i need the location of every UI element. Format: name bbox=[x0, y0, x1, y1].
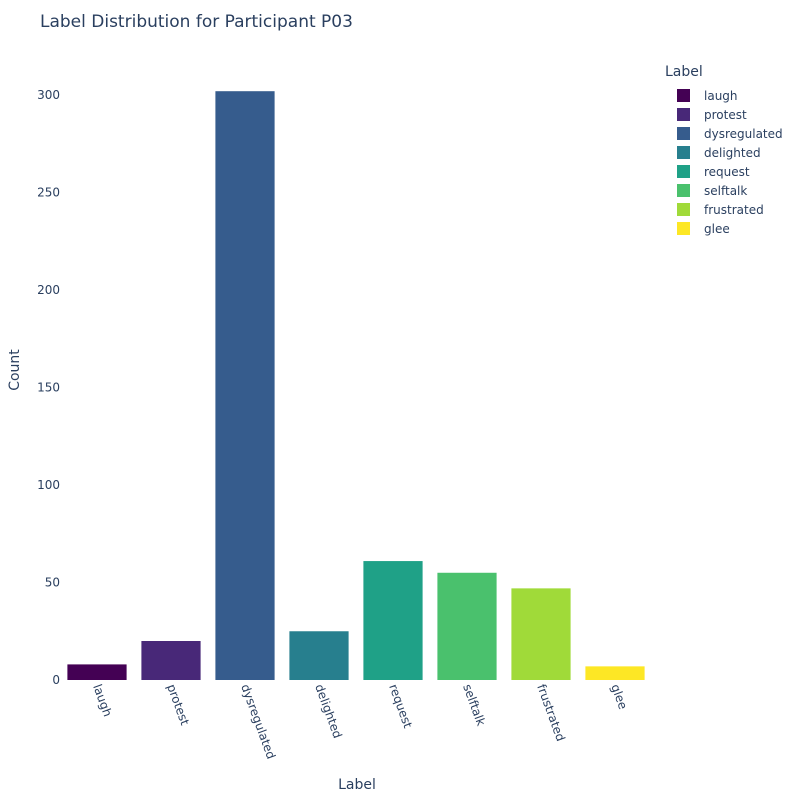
x-tick-label: selftalk bbox=[460, 682, 488, 728]
x-axis-title: Label bbox=[338, 777, 376, 793]
legend-swatch bbox=[677, 127, 690, 140]
legend-item[interactable]: laugh bbox=[665, 86, 783, 105]
legend-label: delighted bbox=[704, 145, 761, 160]
legend-swatch bbox=[677, 222, 690, 235]
bar-frustrated[interactable] bbox=[511, 588, 571, 680]
legend: Label laugh protest dysregulated delighted r… bbox=[665, 64, 783, 238]
bar-protest[interactable] bbox=[141, 641, 201, 680]
y-axis-ticks: 0 50 100 150 200 250 300 bbox=[37, 88, 60, 687]
legend-swatch bbox=[677, 165, 690, 178]
x-tick-label: frustrated bbox=[534, 682, 568, 743]
y-tick-label: 250 bbox=[37, 186, 60, 200]
bar-selftalk[interactable] bbox=[437, 572, 497, 680]
legend-item[interactable]: glee bbox=[665, 219, 783, 238]
legend-swatch bbox=[677, 184, 690, 197]
chart-title: Label Distribution for Participant P03 bbox=[40, 12, 353, 32]
legend-label: request bbox=[704, 164, 750, 179]
y-tick-label: 50 bbox=[45, 576, 60, 590]
bars bbox=[67, 91, 645, 681]
y-tick-label: 0 bbox=[52, 673, 60, 687]
legend-item[interactable]: dysregulated bbox=[665, 124, 783, 143]
y-tick-label: 300 bbox=[37, 88, 60, 102]
bar-dysregulated[interactable] bbox=[215, 91, 275, 681]
x-tick-label: request bbox=[386, 682, 415, 730]
bar-request[interactable] bbox=[363, 561, 423, 680]
legend-swatch bbox=[677, 89, 690, 102]
legend-label: glee bbox=[704, 221, 730, 236]
legend-label: selftalk bbox=[704, 183, 748, 198]
y-tick-label: 200 bbox=[37, 283, 60, 297]
legend-items: laugh protest dysregulated delighted request… bbox=[665, 86, 783, 238]
x-tick-label: dysregulated bbox=[238, 682, 278, 761]
y-axis-title: Count bbox=[7, 349, 23, 391]
y-tick-label: 100 bbox=[37, 478, 60, 492]
x-tick-label: laugh bbox=[90, 682, 115, 718]
x-tick-label: glee bbox=[608, 682, 630, 711]
legend-item[interactable]: delighted bbox=[665, 143, 783, 162]
bar-delighted[interactable] bbox=[289, 631, 349, 680]
legend-label: dysregulated bbox=[704, 126, 783, 141]
x-axis-ticks: laugh protest dysregulated delighted request… bbox=[90, 682, 630, 761]
legend-item[interactable]: protest bbox=[665, 105, 783, 124]
legend-swatch bbox=[677, 203, 690, 216]
legend-swatch bbox=[677, 108, 690, 121]
legend-label: laugh bbox=[704, 88, 738, 103]
legend-item[interactable]: selftalk bbox=[665, 181, 783, 200]
x-tick-label: delighted bbox=[312, 682, 345, 740]
bar-glee[interactable] bbox=[585, 666, 645, 680]
legend-swatch bbox=[677, 146, 690, 159]
legend-item[interactable]: request bbox=[665, 162, 783, 181]
bar-laugh[interactable] bbox=[67, 664, 127, 680]
y-tick-label: 150 bbox=[37, 381, 60, 395]
legend-title: Label bbox=[665, 64, 703, 80]
x-tick-label: protest bbox=[164, 682, 192, 727]
legend-item[interactable]: frustrated bbox=[665, 200, 783, 219]
legend-label: protest bbox=[704, 107, 747, 122]
legend-label: frustrated bbox=[704, 202, 764, 217]
